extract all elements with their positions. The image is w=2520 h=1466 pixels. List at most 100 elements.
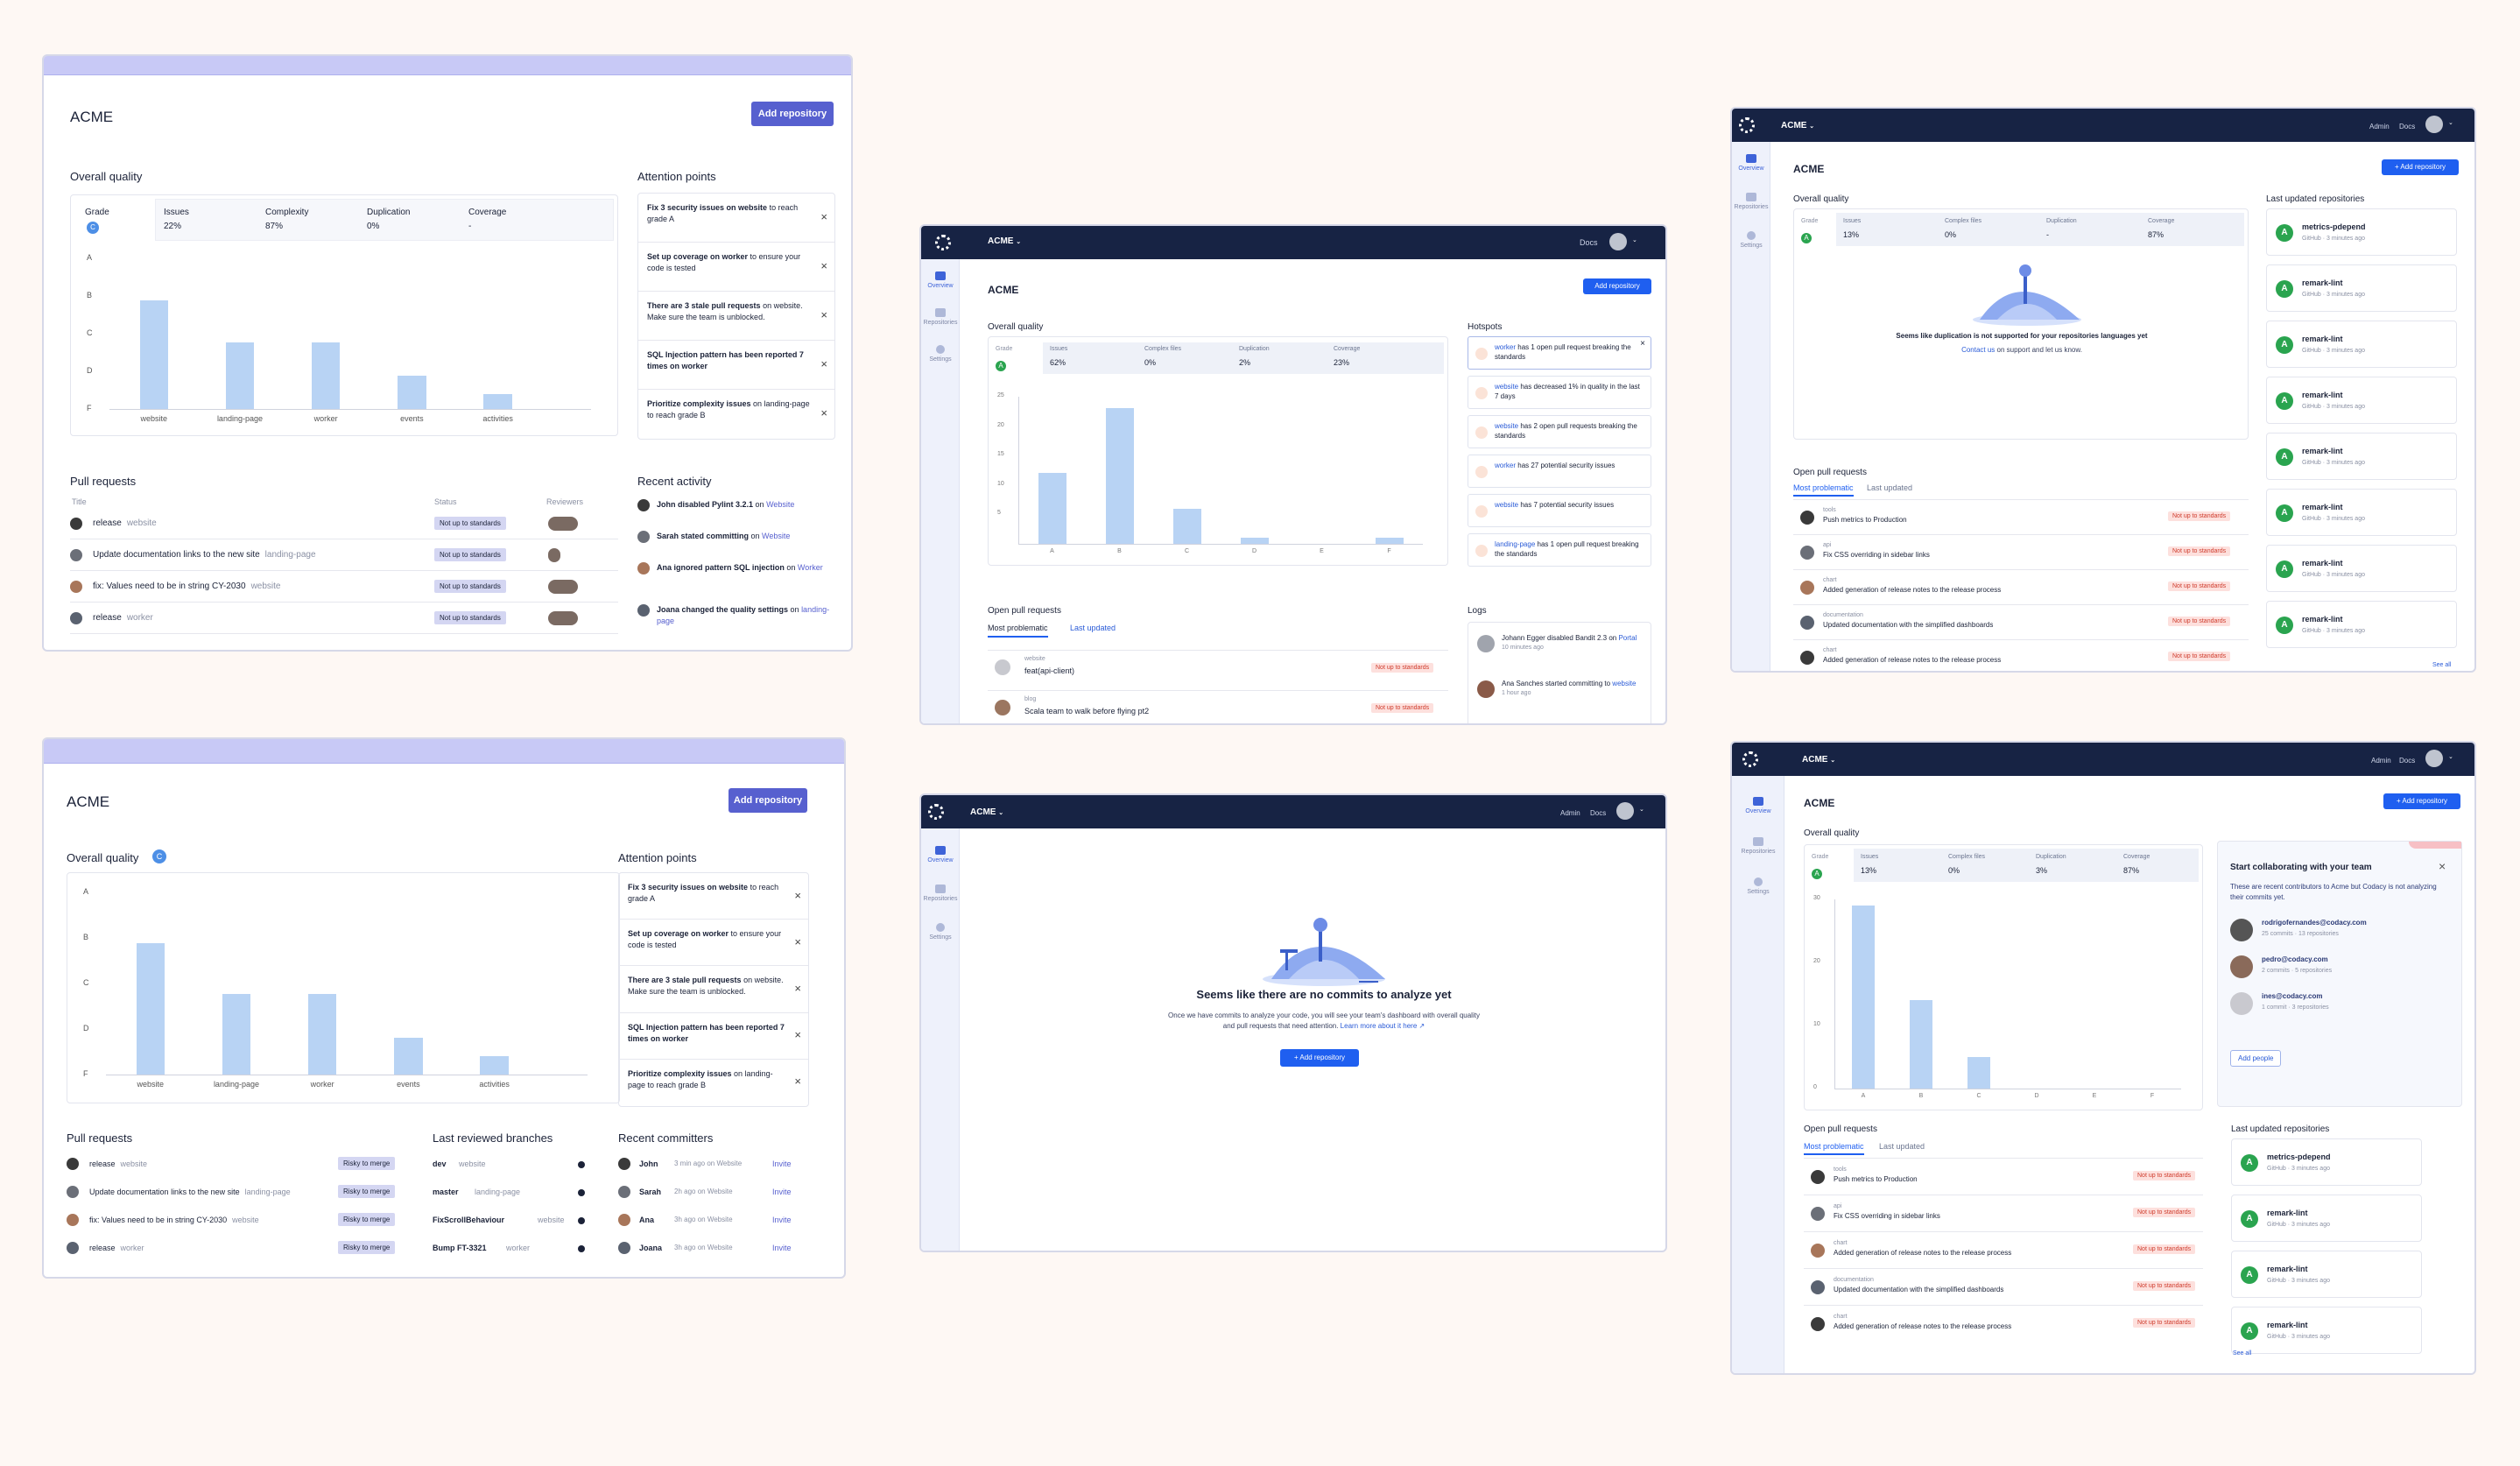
log-target[interactable]: Portal	[1618, 634, 1637, 642]
table-row[interactable]: documentation Updated documentation with …	[1793, 604, 2249, 639]
table-row[interactable]: release website Risky to merge	[67, 1151, 417, 1177]
table-row[interactable]: website feat(api-client) Not up to standar…	[988, 650, 1448, 685]
nav-overview[interactable]: Overview	[1732, 797, 1784, 814]
table-row[interactable]: chart Added generation of release notes t…	[1804, 1231, 2203, 1268]
table-row[interactable]: tools Push metrics to Production Not up to…	[1793, 499, 2249, 534]
logo-icon[interactable]	[935, 235, 951, 250]
nav-repositories[interactable]: Repositories	[1732, 193, 1770, 210]
chevron-down-icon[interactable]: ⌄	[1639, 807, 1644, 813]
see-all-link[interactable]: See all	[2432, 662, 2452, 668]
admin-link[interactable]: Admin	[1560, 809, 1580, 817]
invite-link[interactable]: Invite	[772, 1216, 792, 1224]
hotspot-item[interactable]: landing-page has 1 open pull request bre…	[1468, 533, 1651, 567]
attention-item[interactable]: Fix 3 security issues on website to reac…	[619, 873, 808, 920]
hotspot-item[interactable]: worker has 27 potential security issues	[1468, 455, 1651, 488]
chevron-down-icon[interactable]: ⌄	[2448, 120, 2453, 126]
add-repository-button[interactable]: Add repository	[1583, 278, 1651, 294]
tab-last-updated[interactable]: Last updated	[1867, 483, 1913, 492]
hotspot-item[interactable]: website has decreased 1% in quality in t…	[1468, 376, 1651, 409]
tab-most-problematic[interactable]: Most problematic	[1793, 483, 1854, 497]
table-row[interactable]: blog Scala team to walk before flying pt2…	[988, 690, 1448, 723]
activity-target[interactable]: landing-page	[657, 605, 830, 625]
attention-item[interactable]: Set up coverage on worker to ensure your…	[619, 920, 808, 967]
invite-link[interactable]: Invite	[772, 1188, 792, 1196]
close-icon[interactable]: ×	[1640, 339, 1645, 349]
avatar[interactable]	[2425, 116, 2443, 133]
tab-last-updated[interactable]: Last updated	[1070, 624, 1116, 632]
add-repository-button[interactable]: Add repository	[751, 102, 834, 126]
hotspot-item[interactable]: website has 7 potential security issues	[1468, 494, 1651, 527]
log-target[interactable]: website	[1612, 680, 1637, 687]
close-icon[interactable]: ×	[794, 1028, 801, 1042]
nav-settings[interactable]: Settings	[921, 345, 960, 363]
nav-repositories[interactable]: Repositories	[1732, 837, 1784, 855]
close-icon[interactable]: ×	[794, 1075, 801, 1089]
close-icon[interactable]: ×	[820, 210, 827, 223]
logo-icon[interactable]	[928, 804, 944, 820]
table-row[interactable]: fix: Values need to be in string CY-2030…	[67, 1207, 417, 1233]
contact-us-link[interactable]: Contact us	[1961, 346, 1996, 354]
learn-more-link[interactable]: Learn more about it here	[1340, 1022, 1418, 1030]
attention-item[interactable]: Set up coverage on worker to ensure your…	[638, 243, 834, 292]
attention-item[interactable]: Prioritize complexity issues on landing-…	[638, 390, 834, 439]
tab-most-problematic[interactable]: Most problematic	[988, 624, 1048, 638]
attention-item[interactable]: SQL Injection pattern has been reported …	[638, 341, 834, 390]
nav-repositories[interactable]: Repositories	[921, 308, 960, 326]
nav-settings[interactable]: Settings	[1732, 877, 1784, 895]
close-icon[interactable]: ×	[820, 406, 827, 419]
avatar[interactable]	[1609, 233, 1627, 250]
see-all-link[interactable]: See all	[2233, 1350, 2252, 1357]
logo-icon[interactable]	[1742, 751, 1758, 767]
nav-settings[interactable]: Settings	[921, 923, 960, 941]
org-switcher[interactable]: ACME ⌄	[1802, 755, 1835, 765]
close-icon[interactable]: ×	[794, 981, 801, 995]
table-row[interactable]: Update documentation links to the new si…	[67, 1179, 417, 1205]
attention-item[interactable]: Prioritize complexity issues on landing-…	[619, 1060, 808, 1106]
attention-item[interactable]: Fix 3 security issues on website to reac…	[638, 194, 834, 243]
hotspot-repo[interactable]: website	[1495, 383, 1519, 391]
table-row[interactable]: release worker Risky to merge	[67, 1235, 417, 1261]
nav-overview[interactable]: Overview	[1732, 154, 1770, 172]
docs-link[interactable]: Docs	[1590, 809, 1607, 817]
table-row[interactable]: chart Added generation of release notes t…	[1804, 1305, 2203, 1342]
activity-target[interactable]: Website	[766, 500, 795, 509]
tab-most-problematic[interactable]: Most problematic	[1804, 1142, 1864, 1155]
branch-row[interactable]: Bump FT-3321 worker	[433, 1235, 590, 1261]
add-people-button[interactable]: Add people	[2230, 1050, 2282, 1067]
nav-repositories[interactable]: Repositories	[921, 885, 960, 902]
attention-item[interactable]: There are 3 stale pull requests on websi…	[638, 292, 834, 341]
table-row[interactable]: fix: Values need to be in string CY-2030…	[70, 571, 618, 603]
table-row[interactable]: documentation Updated documentation with …	[1804, 1268, 2203, 1305]
activity-target[interactable]: Website	[762, 532, 791, 540]
tab-last-updated[interactable]: Last updated	[1879, 1142, 1925, 1151]
add-repository-button[interactable]: Add repository	[729, 788, 807, 813]
org-switcher[interactable]: ACME ⌄	[1781, 121, 1814, 130]
org-switcher[interactable]: ACME ⌄	[988, 236, 1021, 246]
invite-link[interactable]: Invite	[772, 1244, 792, 1252]
table-row[interactable]: release website Not up to standards	[70, 508, 618, 539]
nav-settings[interactable]: Settings	[1732, 231, 1770, 249]
attention-item[interactable]: SQL Injection pattern has been reported …	[619, 1013, 808, 1060]
table-row[interactable]: release worker Not up to standards	[70, 603, 618, 634]
table-row[interactable]: Update documentation links to the new si…	[70, 539, 618, 571]
hotspot-repo[interactable]: worker	[1495, 343, 1517, 351]
add-repository-button[interactable]: + Add repository	[2383, 793, 2460, 809]
hotspot-repo[interactable]: website	[1495, 422, 1519, 430]
docs-link[interactable]: Docs	[2399, 757, 2416, 765]
hotspot-item[interactable]: website has 2 open pull requests breakin…	[1468, 415, 1651, 448]
avatar[interactable]	[2425, 750, 2443, 767]
table-row[interactable]: chart Added generation of release notes t…	[1793, 569, 2249, 604]
add-repository-button[interactable]: + Add repository	[2382, 159, 2459, 175]
nav-overview[interactable]: Overview	[921, 271, 960, 289]
hotspot-item[interactable]: worker has 1 open pull request breaking …	[1468, 336, 1651, 370]
table-row[interactable]: chart Added generation of release notes t…	[1793, 639, 2249, 671]
